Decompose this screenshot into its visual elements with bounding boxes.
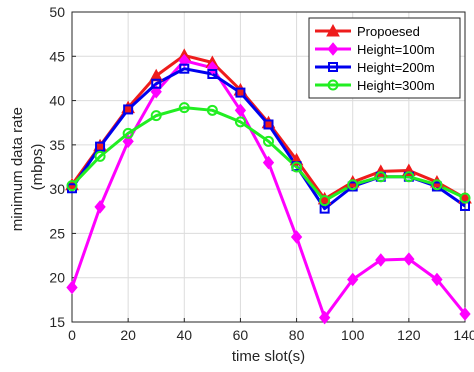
y-tick-label: 20 <box>49 270 65 286</box>
axis-ticks: 0 20 40 60 80 100 120 140 15 20 25 30 35 40 45 50 <box>49 4 474 343</box>
data-point-3-10 <box>347 179 359 191</box>
legend: Propoesed Height=100m Height=200m Height=30… <box>308 17 461 99</box>
legend-label-1: Height=100m <box>357 42 435 57</box>
x-tick-label: 0 <box>68 327 76 343</box>
legend-marker-0 <box>326 23 340 37</box>
legend-label-0: Propoesed <box>357 24 420 39</box>
data-point-2-4 <box>179 63 190 74</box>
data-point-1-11 <box>375 253 387 267</box>
series-line-3 <box>70 106 466 203</box>
data-point-2-6 <box>235 87 246 98</box>
data-point-3-1 <box>94 150 106 162</box>
x-axis-label: time slot(s) <box>232 348 305 365</box>
data-point-3-7 <box>263 135 274 147</box>
legend-marker-2 <box>328 62 338 72</box>
y-tick-label: 30 <box>49 181 65 197</box>
data-point-0-3 <box>149 68 164 82</box>
data-point-3-5 <box>206 104 218 116</box>
data-point-2-7 <box>263 119 274 130</box>
x-tick-label: 80 <box>289 327 305 343</box>
x-tick-label: 20 <box>120 327 136 343</box>
data-point-2-3 <box>151 78 162 89</box>
series-markers <box>65 48 472 325</box>
y-axis-label-line-2: (mbps) <box>29 144 46 191</box>
data-point-1-2 <box>122 134 134 149</box>
data-point-3-9 <box>319 195 331 207</box>
data-point-2-5 <box>207 69 218 79</box>
data-point-3-11 <box>375 171 387 183</box>
data-point-1-0 <box>66 280 78 295</box>
data-point-3-8 <box>291 161 303 173</box>
data-point-1-12 <box>403 252 415 266</box>
x-tick-label: 40 <box>176 327 192 343</box>
x-tick-label: 140 <box>453 327 474 343</box>
y-tick-label: 50 <box>49 4 65 20</box>
data-point-3-12 <box>403 171 415 183</box>
data-point-1-10 <box>347 272 359 287</box>
data-point-1-6 <box>234 103 247 118</box>
x-tick-label: 60 <box>233 327 249 343</box>
data-point-1-14 <box>459 307 471 321</box>
data-point-3-13 <box>431 179 443 191</box>
y-tick-label: 15 <box>49 314 65 330</box>
plot-area <box>71 11 466 323</box>
data-point-3-14 <box>459 192 471 204</box>
legend-label-2: Height=200m <box>357 60 435 75</box>
data-point-2-2 <box>123 104 134 115</box>
data-point-3-4 <box>178 102 190 114</box>
x-tick-label: 100 <box>341 327 365 343</box>
y-tick-label: 35 <box>49 137 65 153</box>
data-point-3-6 <box>234 116 246 128</box>
data-point-3-2 <box>122 127 134 139</box>
data-point-2-1 <box>95 141 106 152</box>
y-tick-label: 40 <box>49 93 65 109</box>
y-axis-label-line-1: minimum data rate <box>9 107 26 231</box>
x-tick-label: 120 <box>397 327 421 343</box>
data-point-1-7 <box>262 155 275 170</box>
y-tick-label: 25 <box>49 225 65 241</box>
legend-marker-3 <box>327 79 339 91</box>
y-tick-label: 45 <box>49 48 65 64</box>
data-point-1-13 <box>431 272 443 287</box>
data-point-1-8 <box>290 230 303 244</box>
data-point-1-9 <box>318 310 331 325</box>
data-point-3-3 <box>150 110 162 122</box>
data-point-3-0 <box>66 180 78 192</box>
data-point-1-1 <box>94 200 106 214</box>
legend-label-3: Height=300m <box>357 78 435 93</box>
legend-marker-1 <box>327 42 339 56</box>
y-axis-label: minimum data rate (mbps) <box>9 103 46 231</box>
